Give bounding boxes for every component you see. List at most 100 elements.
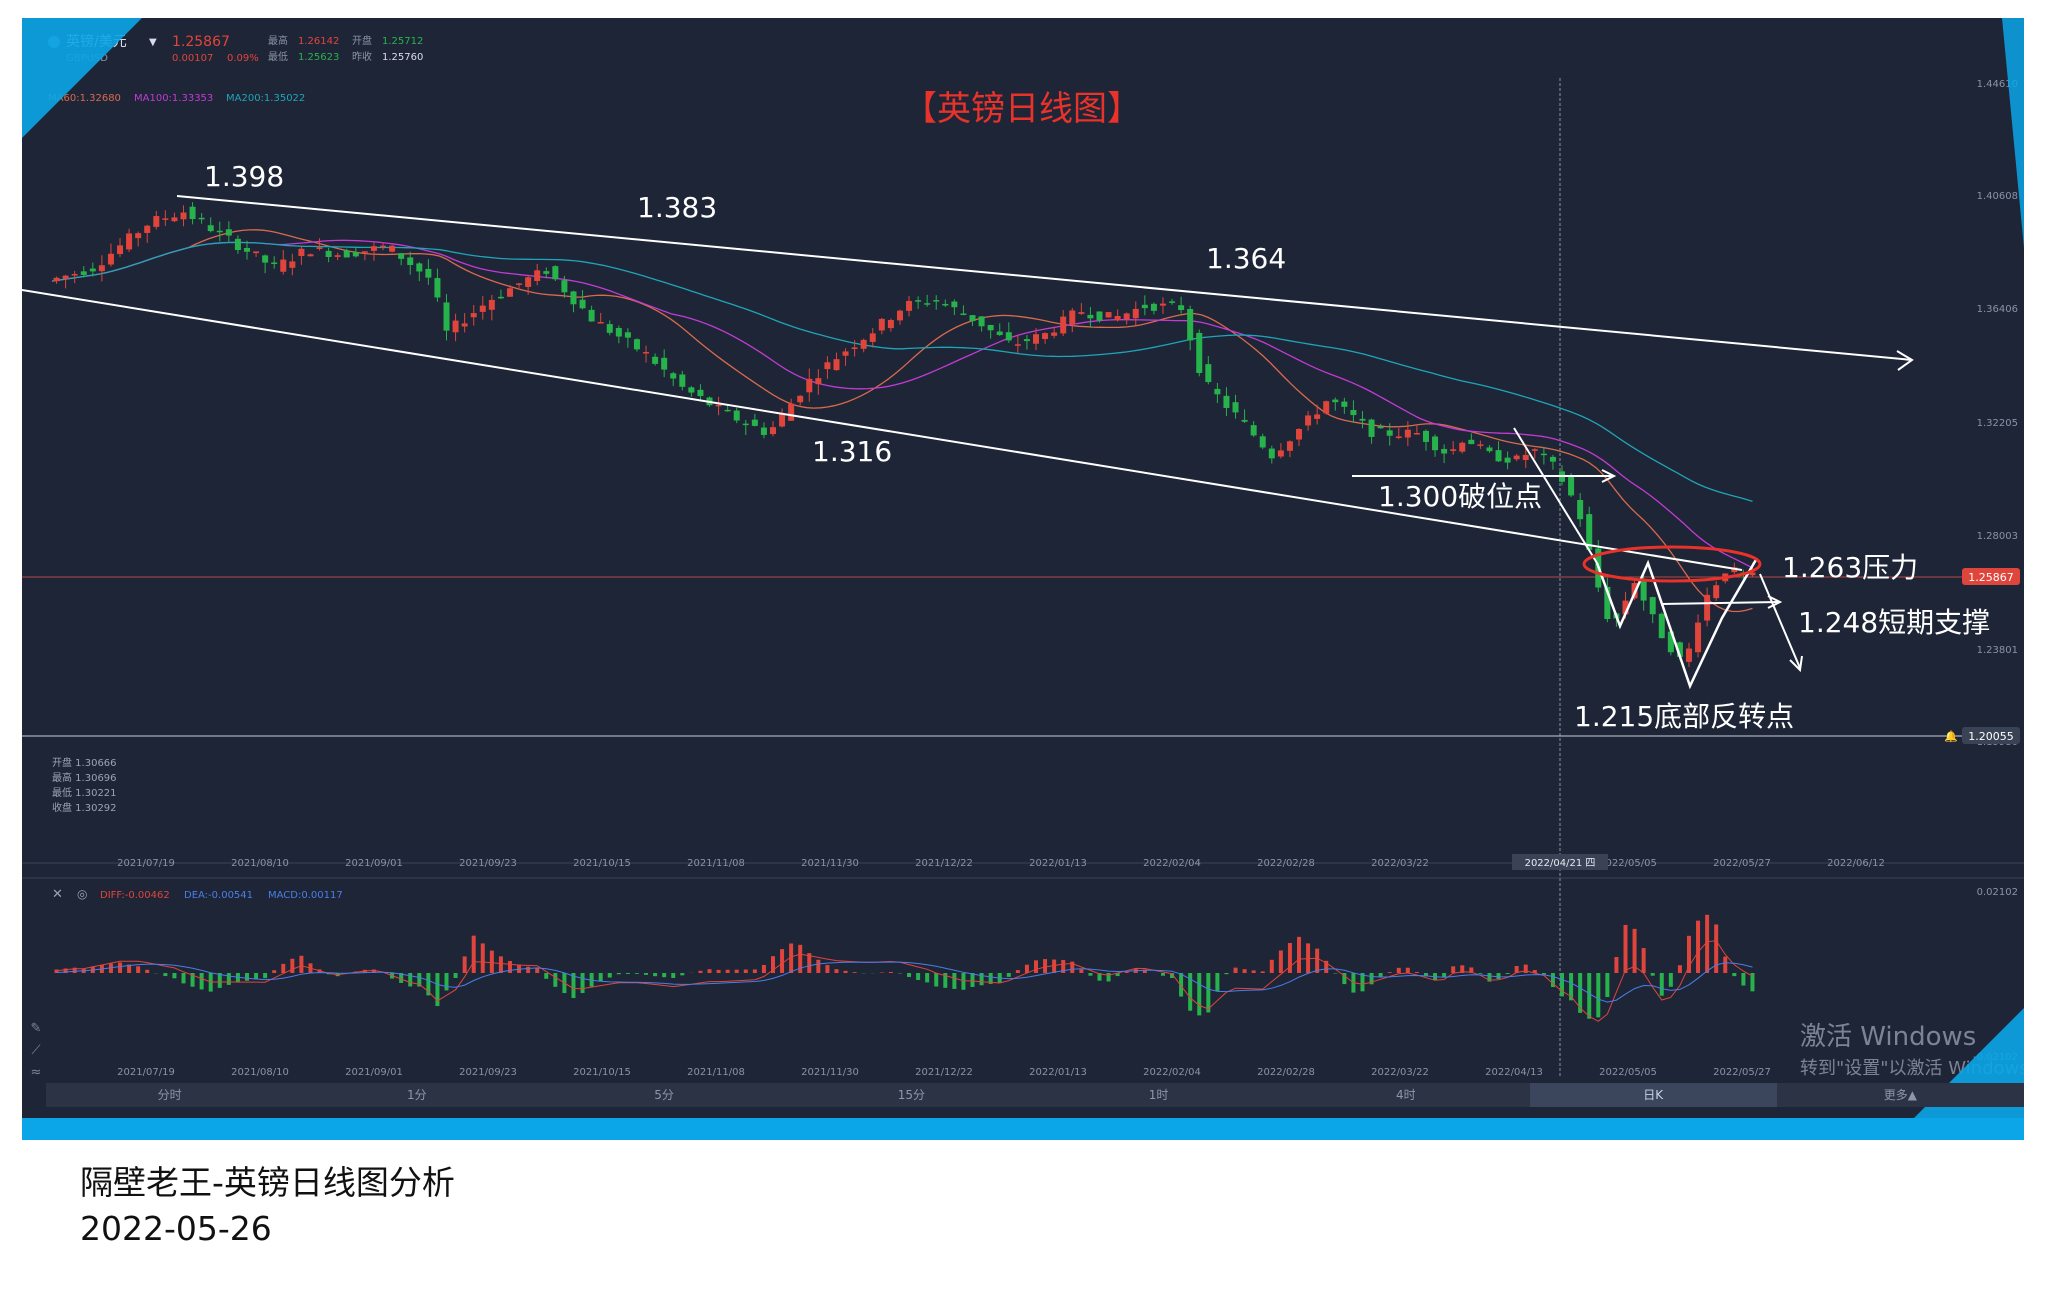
candle-body: [1150, 303, 1157, 311]
candle-body: [724, 409, 731, 412]
indicator-tool-icon[interactable]: ≈: [30, 1065, 42, 1080]
macd-close-icon[interactable]: ✕: [52, 887, 63, 902]
macd-bar: [1097, 973, 1102, 981]
candle-body: [1586, 514, 1593, 550]
macd-bar: [1052, 959, 1057, 973]
x-tick-label: 2021/11/30: [801, 858, 859, 869]
candle-body: [1205, 364, 1212, 383]
timeframe-3[interactable]: 15分: [897, 1088, 926, 1102]
candle-body: [1549, 456, 1556, 462]
macd-bar: [780, 949, 785, 973]
macd-bar: [1714, 924, 1719, 973]
macd-x-tick-label: 2021/08/10: [231, 1067, 289, 1078]
macd-bar: [970, 973, 975, 987]
macd-bar: [834, 969, 839, 973]
candle-body: [443, 302, 450, 331]
macd-bar: [1505, 973, 1510, 975]
macd-bar: [281, 963, 286, 973]
macd-bar: [1650, 973, 1655, 976]
candle-body: [1649, 597, 1656, 615]
price-change: 0.00107: [172, 53, 213, 64]
chart-window: 英镑/美元 ▼ GBPUSD 1.25867 0.00107 0.09% 最高 …: [22, 18, 2024, 1140]
line-tool-icon[interactable]: ⟋: [31, 1043, 41, 1058]
candle-body: [1096, 311, 1103, 321]
symbol-dropdown-icon[interactable]: ▼: [149, 37, 157, 48]
macd-bar: [1614, 956, 1619, 973]
macd-dea: DEA:-0.00541: [184, 890, 253, 901]
macd-bar: [1442, 973, 1447, 978]
timeframe-0[interactable]: 分时: [157, 1088, 182, 1102]
candle-body: [1568, 476, 1575, 496]
macd-bar: [644, 973, 649, 975]
timeframe-2[interactable]: 5分: [654, 1088, 674, 1102]
macd-bar: [462, 956, 467, 973]
macd-bar: [1297, 936, 1302, 973]
candle-body: [878, 318, 885, 331]
macd-bar: [1696, 920, 1701, 973]
x-tick-label: 2022/06/12: [1827, 858, 1885, 869]
timeframe-1[interactable]: 1分: [407, 1088, 427, 1102]
macd-bar: [1360, 973, 1365, 992]
macd-x-tick-label: 2021/12/22: [915, 1067, 973, 1078]
current-price: 1.25867: [172, 34, 230, 50]
candle-body: [1169, 301, 1176, 303]
timeframe-7[interactable]: 更多▲: [1883, 1088, 1917, 1102]
macd-bar: [1523, 964, 1528, 973]
macd-bar: [1387, 972, 1392, 973]
candle-body: [933, 300, 940, 302]
candle-body: [1422, 430, 1429, 442]
macd-bar: [1532, 970, 1537, 973]
macd-bar: [1578, 973, 1583, 1013]
candle-body: [1432, 436, 1439, 451]
macd-bar: [716, 969, 721, 973]
macd-bar: [1006, 973, 1011, 977]
candle-body: [788, 403, 795, 421]
x-tick-label: 2022/02/04: [1143, 858, 1201, 869]
candle-body: [1676, 642, 1683, 657]
candle-body: [1459, 442, 1466, 452]
macd-settings-icon[interactable]: ◎: [77, 887, 87, 901]
candle-body: [860, 339, 867, 349]
candle-body: [652, 356, 659, 364]
side-toolbar: ✎ ⟋ ≈: [26, 1018, 46, 1084]
candle-body: [398, 253, 405, 259]
candle-body: [1005, 332, 1012, 341]
candle-body: [1114, 316, 1121, 321]
x-tick-label: 2021/07/19: [117, 858, 175, 869]
macd-bar: [1142, 969, 1147, 973]
candle-body: [552, 266, 559, 280]
macd-bar: [952, 973, 957, 989]
candle-body: [479, 305, 486, 312]
y-tick-label: 1.44610: [1977, 79, 2018, 90]
path-zigzag: [1595, 557, 1759, 690]
timeframe-5[interactable]: 4时: [1396, 1088, 1416, 1102]
y-tick-label: 1.40608: [1977, 191, 2018, 202]
low-value: 1.25623: [298, 52, 339, 63]
support-arrow: [1661, 601, 1779, 605]
macd-bar: [1188, 973, 1193, 1011]
timeframe-4[interactable]: 1时: [1148, 1088, 1169, 1102]
macd-bar: [1369, 973, 1374, 985]
candle-body: [1749, 572, 1756, 576]
macd-bar: [1179, 973, 1184, 997]
candle-body: [1250, 425, 1257, 436]
draw-tool-icon[interactable]: ✎: [30, 1021, 42, 1036]
macd-bar: [662, 973, 667, 978]
candle-body: [1033, 334, 1040, 344]
macd-bar: [934, 973, 939, 987]
candle-body: [824, 362, 831, 370]
macd-bar: [916, 973, 921, 980]
candle-body: [62, 275, 69, 280]
timeframe-6[interactable]: 日K: [1529, 1083, 1777, 1107]
macd-bar: [843, 970, 848, 973]
candle-body: [1042, 333, 1049, 340]
ohlc-close: 收盘 1.30292: [52, 801, 117, 814]
candle-body: [280, 259, 287, 272]
candle-body: [960, 313, 967, 316]
macd-bar: [1378, 973, 1383, 978]
ohlc-low: 最低 1.30221: [52, 786, 117, 799]
crosshair-date-text: 2022/04/21 四: [1525, 858, 1596, 869]
macd-bar: [752, 969, 757, 973]
candle-body: [615, 327, 622, 337]
candle-body: [1305, 415, 1312, 426]
